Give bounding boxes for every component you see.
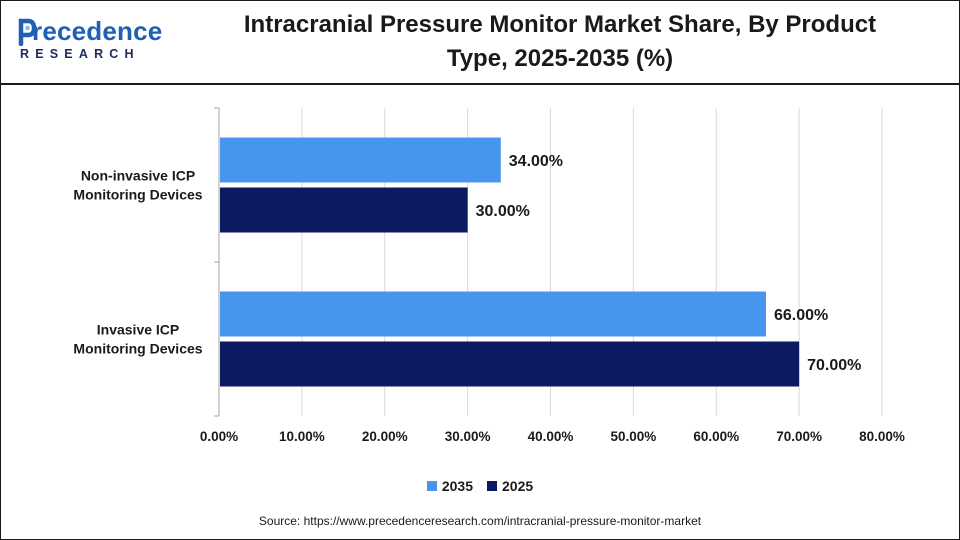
x-tick-label: 20.00% bbox=[362, 429, 408, 444]
precedence-research-logo: recedence RESEARCH bbox=[18, 14, 162, 64]
chart-title: Intracranial Pressure Monitor Market Sha… bbox=[190, 8, 930, 76]
chart-title-line-1: Intracranial Pressure Monitor Market Sha… bbox=[243, 11, 877, 38]
legend-label-2025: 2025 bbox=[502, 478, 534, 494]
x-tick-label: 30.00% bbox=[445, 429, 491, 444]
x-tick-label: 40.00% bbox=[528, 429, 574, 444]
data-label: 70.00% bbox=[807, 357, 861, 374]
category-label: Invasive ICP Monitoring Devices bbox=[73, 322, 202, 357]
legend-label-2035: 2035 bbox=[441, 478, 473, 494]
bar-2035 bbox=[220, 291, 766, 337]
category-label-line: Invasive ICP bbox=[97, 322, 180, 338]
logo-subtitle: RESEARCH bbox=[20, 47, 140, 61]
legend-item-2035: 2035 bbox=[426, 478, 473, 494]
legend-swatch-2035 bbox=[426, 481, 437, 491]
x-tick-label: 60.00% bbox=[693, 429, 739, 444]
bar-2035 bbox=[220, 137, 501, 183]
x-tick-label: 80.00% bbox=[859, 429, 905, 444]
data-label: 66.00% bbox=[774, 307, 828, 324]
data-label: 34.00% bbox=[509, 153, 563, 170]
bar-2025 bbox=[220, 187, 468, 233]
logo-p-icon bbox=[18, 18, 36, 46]
category-label-line: Monitoring Devices bbox=[73, 187, 202, 203]
x-tick-label: 0.00% bbox=[200, 429, 238, 444]
x-tick-label: 50.00% bbox=[610, 429, 656, 444]
legend: 2035 2025 bbox=[0, 478, 960, 494]
data-label: 30.00% bbox=[476, 203, 530, 220]
bar-2025 bbox=[220, 341, 800, 387]
logo-wordmark: recedence bbox=[32, 16, 163, 46]
source-note: Source: https://www.precedenceresearch.c… bbox=[258, 514, 702, 528]
x-tick-label: 10.00% bbox=[279, 429, 325, 444]
legend-swatch-2025 bbox=[487, 481, 497, 491]
chart-title-line-2: Type, 2025-2035 (%) bbox=[446, 45, 674, 72]
category-label-line: Monitoring Devices bbox=[73, 341, 202, 357]
category-label-line: Non-invasive ICP bbox=[81, 168, 195, 184]
header: recedence RESEARCH Intracranial Pressure… bbox=[0, 0, 960, 85]
x-tick-label: 70.00% bbox=[776, 429, 822, 444]
legend-item-2025: 2025 bbox=[487, 478, 533, 494]
category-label: Non-invasive ICP Monitoring Devices bbox=[73, 168, 202, 203]
